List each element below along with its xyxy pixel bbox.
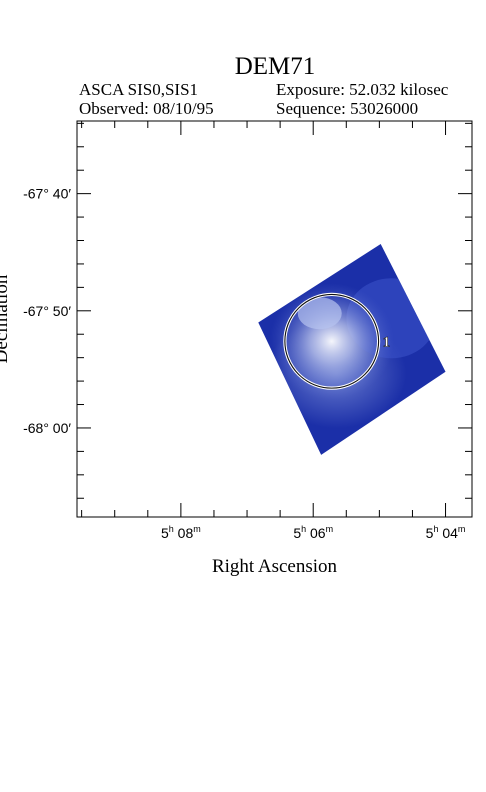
instrument-label: ASCA SIS0,SIS1 — [79, 80, 199, 99]
y-tick-label: -67° 40′ — [23, 186, 71, 202]
source-region-circle — [284, 293, 380, 389]
exposure-label: Exposure: 52.032 kilosec — [276, 80, 449, 99]
x-tick-label: 5h 04m — [426, 524, 466, 541]
exposure-field-emission — [266, 278, 437, 429]
emission-knot — [297, 297, 342, 330]
y-axis-label: Declination — [0, 274, 12, 363]
axis-ticks — [77, 121, 472, 517]
source-region-label: 1 — [383, 334, 391, 350]
x-tick-label: 5h 08m — [161, 524, 201, 541]
plot-title: DEM71 — [234, 53, 316, 80]
observed-date-label: Observed: 08/10/95 — [79, 99, 214, 118]
sequence-label: Sequence: 53026000 — [276, 99, 419, 118]
x-tick-label: 5h 06m — [293, 524, 333, 541]
x-axis-label: Right Ascension — [212, 556, 338, 577]
plot-border — [76, 120, 473, 518]
y-tick-label: -68° 00′ — [23, 420, 71, 436]
y-tick-label: -67° 50′ — [23, 303, 71, 319]
plot-frame — [76, 120, 473, 518]
